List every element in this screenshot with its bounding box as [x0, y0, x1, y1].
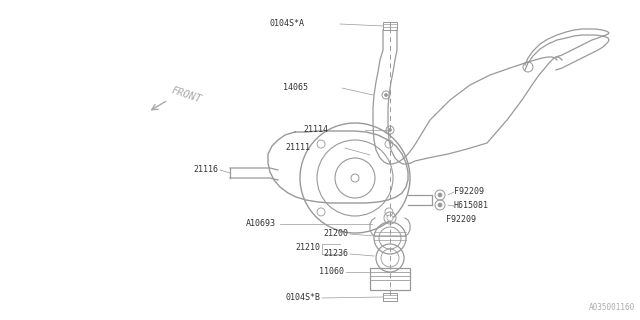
- Text: A10693: A10693: [246, 220, 276, 228]
- Bar: [383, 293, 397, 301]
- Text: F92209: F92209: [446, 215, 476, 225]
- Bar: [383, 22, 397, 30]
- Text: 21236: 21236: [323, 250, 348, 259]
- Text: 21114: 21114: [303, 125, 328, 134]
- Text: 14065: 14065: [283, 84, 308, 92]
- Text: 0104S*B: 0104S*B: [285, 293, 320, 302]
- Text: F92209: F92209: [454, 188, 484, 196]
- Text: FRONT: FRONT: [170, 85, 203, 105]
- Text: 21116: 21116: [193, 165, 218, 174]
- Text: 21111: 21111: [285, 143, 310, 153]
- Text: 11060: 11060: [319, 268, 344, 276]
- Circle shape: [438, 203, 442, 207]
- Circle shape: [387, 215, 393, 221]
- Text: 0104S*A: 0104S*A: [270, 20, 305, 28]
- Text: 21210: 21210: [295, 244, 320, 252]
- Text: H615081: H615081: [454, 202, 489, 211]
- Circle shape: [388, 129, 392, 132]
- Circle shape: [385, 93, 387, 97]
- Text: A035001160: A035001160: [589, 303, 635, 312]
- Text: 21200: 21200: [323, 229, 348, 238]
- Bar: [370, 268, 410, 290]
- Circle shape: [438, 193, 442, 197]
- Circle shape: [351, 174, 359, 182]
